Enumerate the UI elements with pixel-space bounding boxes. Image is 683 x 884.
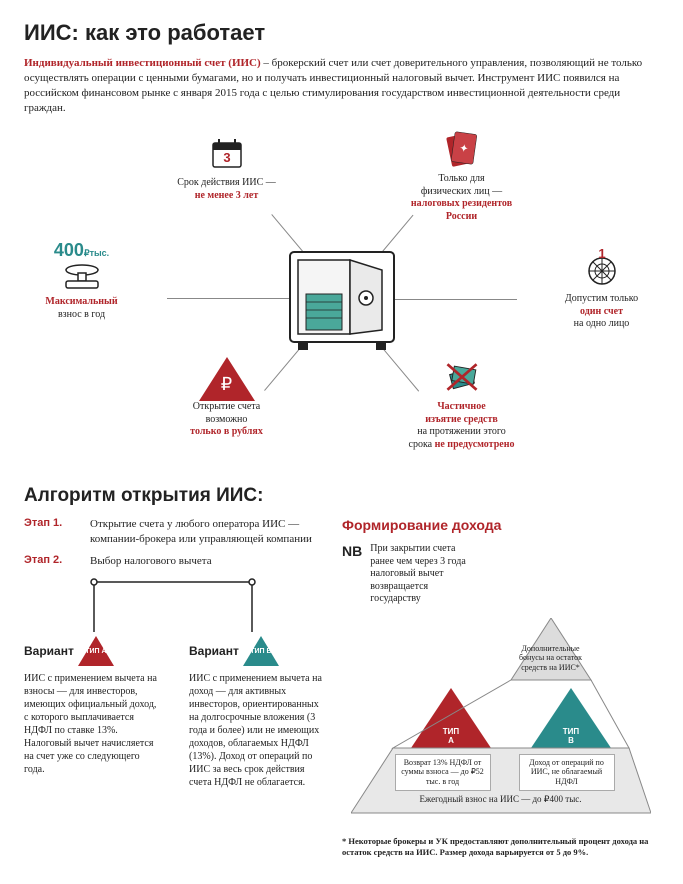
feature-ruble-l2: возможно (206, 414, 248, 425)
feature-ruble: ₽ Открытие счета возможно только в рубля… (162, 357, 292, 439)
max-unit: ₽тыс. (84, 248, 109, 258)
svg-text:3: 3 (223, 150, 230, 165)
scale-icon: 400₽тыс. (27, 239, 137, 294)
nb-row: NB При закрытии счета ранее чем через 3 … (342, 543, 659, 606)
svg-text:✦: ✦ (458, 143, 469, 156)
step-1: Этап 1. Открытие счета у любого оператор… (24, 517, 324, 546)
step-1-label: Этап 1. (24, 517, 80, 546)
calendar-icon: 3 (207, 133, 247, 173)
feature-partial-r2: изъятие средств (425, 414, 498, 425)
svg-text:ТИП: ТИП (442, 727, 459, 736)
feature-max: 400₽тыс. Максимальный взнос в год (27, 239, 137, 321)
svg-text:1: 1 (598, 249, 605, 261)
feature-one-l2: на одно лицо (574, 318, 630, 329)
variant-b: Вариант ТИП В ИИС с применением вычета н… (189, 636, 324, 789)
section-algorithm: Этап 1. Открытие счета у любого оператор… (24, 517, 659, 858)
feature-one: 1 Допустим только один счет на одно лицо (547, 249, 657, 331)
variant-a-label: Вариант (24, 644, 74, 658)
pyramid-bottom-text: Ежегодный взнос на ИИС — до ₽400 тыс. (401, 794, 601, 805)
feature-resident-l1: Только для (438, 173, 484, 184)
footnote: * Некоторые брокеры и УК предоставляют д… (342, 836, 659, 858)
step-2-label: Этап 2. (24, 554, 80, 568)
feature-term-black: Срок действия ИИС — (177, 177, 276, 188)
safe-icon (282, 244, 402, 354)
feature-ruble-red: только в рублях (190, 426, 263, 437)
ruble-triangle-icon: ₽ (199, 357, 255, 401)
intro-paragraph: Индивидуальный инвестиционный счет (ИИС)… (24, 56, 659, 115)
step-2: Этап 2. Выбор налогового вычета (24, 554, 324, 568)
intro-bold: Индивидуальный инвестиционный счет (ИИС) (24, 57, 261, 69)
passport-icon: ✦ (442, 129, 482, 169)
feature-partial: Частичное изъятие средств на протяжении … (397, 357, 527, 451)
feature-max-black: взнос в год (58, 309, 105, 320)
radial-diagram: 3 Срок действия ИИС — не менее 3 лет ✦ Т… (27, 129, 657, 469)
variants-row: Вариант ТИП А ИИС с применением вычета н… (24, 636, 324, 789)
nb-text: При закрытии счета ранее чем через 3 год… (370, 543, 480, 606)
pyramid-mid-a-text: Возврат 13% НДФЛ от суммы взноса — до ₽5… (395, 754, 491, 791)
variant-a: Вариант ТИП А ИИС с применением вычета н… (24, 636, 159, 789)
variant-b-label: Вариант (189, 644, 239, 658)
variant-a-text: ИИС с применением вычета на взносы — для… (24, 672, 159, 776)
feature-resident-red: налоговых резидентов России (411, 198, 512, 222)
feature-one-red: один счет (580, 306, 623, 317)
nb-label: NB (342, 543, 362, 606)
no-money-icon (442, 357, 482, 397)
algo-right: Формирование дохода NB При закрытии счет… (342, 517, 659, 858)
type-b-badge: ТИП В (243, 636, 279, 666)
feature-partial-r3: не предусмотрено (435, 439, 515, 450)
variant-b-text: ИИС с применением вычета на доход — для … (189, 672, 324, 789)
ruble-symbol: ₽ (199, 373, 255, 396)
max-amount: 400 (54, 240, 84, 260)
svg-text:ТИП: ТИП (562, 727, 579, 736)
algo-title: Алгоритм открытия ИИС: (24, 485, 659, 507)
fork-diagram (88, 576, 258, 632)
feature-partial-b2: срока (409, 439, 435, 450)
step-2-text: Выбор налогового вычета (90, 554, 324, 568)
type-a-badge: ТИП А (78, 636, 114, 666)
pyramid-diagram: ТИП А ТИП В Дополнительные бонусы на ост… (351, 618, 651, 828)
feature-term-red: не менее 3 лет (195, 190, 259, 201)
feature-resident: ✦ Только для физических лиц — налоговых … (397, 129, 527, 223)
svg-text:В: В (568, 736, 574, 745)
feature-partial-b1: на протяжении этого (417, 426, 506, 437)
svg-text:А: А (448, 736, 454, 745)
feature-resident-l2: физических лиц — (421, 186, 502, 197)
algo-left: Этап 1. Открытие счета у любого оператор… (24, 517, 324, 858)
page-title: ИИС: как это работает (24, 20, 659, 46)
pyramid-mid-b-text: Доход от операций по ИИС, не облагаемый … (519, 754, 615, 791)
step-1-text: Открытие счета у любого оператора ИИС — … (90, 517, 324, 546)
right-title: Формирование дохода (342, 517, 659, 533)
feature-partial-r1: Частичное (437, 401, 485, 412)
feature-term: 3 Срок действия ИИС — не менее 3 лет (162, 133, 292, 202)
feature-ruble-l1: Открытие счета (193, 401, 260, 412)
feature-max-red: Максимальный (45, 296, 117, 307)
wheel-icon: 1 (582, 249, 622, 289)
pyramid-top-text: Дополнительные бонусы на остаток средств… (519, 644, 583, 673)
feature-one-l1: Допустим только (565, 293, 638, 304)
